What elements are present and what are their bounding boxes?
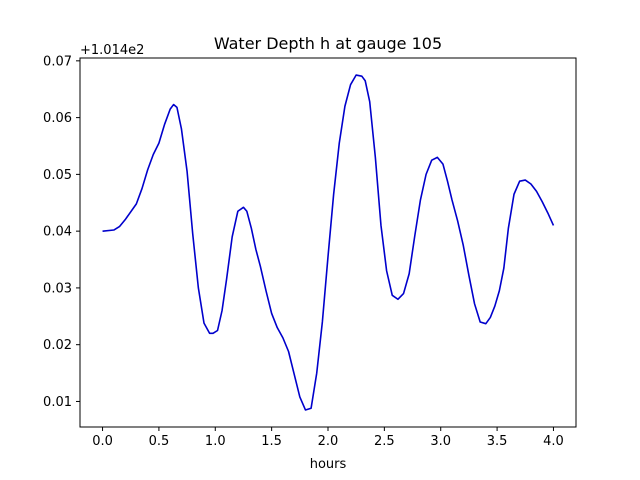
x-tick-label: 3.5 — [487, 434, 508, 449]
y-tick-label: 0.03 — [43, 281, 72, 296]
y-tick-label: 0.06 — [43, 111, 72, 126]
x-tick-label: 4.0 — [543, 434, 564, 449]
x-tick-label: 0.0 — [92, 434, 113, 449]
y-tick-label: 0.05 — [43, 168, 72, 183]
y-tick-label: 0.02 — [43, 338, 72, 353]
x-tick-label: 1.0 — [205, 434, 226, 449]
x-tick-label: 3.0 — [430, 434, 451, 449]
y-tick-label: 0.01 — [43, 395, 72, 410]
y-tick-label: 0.07 — [43, 54, 72, 69]
y-offset-label: +1.014e2 — [80, 43, 144, 58]
x-tick-label: 2.5 — [374, 434, 395, 449]
x-axis-label: hours — [310, 457, 347, 472]
x-tick-label: 2.0 — [318, 434, 339, 449]
chart-title: Water Depth h at gauge 105 — [214, 34, 442, 53]
x-tick-label: 1.5 — [261, 434, 282, 449]
x-axis: 0.0 0.5 1.0 1.5 2.0 2.5 3.0 3.5 4.0 — [92, 427, 564, 449]
series-line-0 — [102, 74, 555, 411]
x-tick-label: 0.5 — [149, 434, 170, 449]
y-tick-label: 0.04 — [43, 225, 72, 240]
y-axis: 0.01 0.02 0.03 0.04 0.05 0.06 0.07 — [43, 54, 80, 410]
